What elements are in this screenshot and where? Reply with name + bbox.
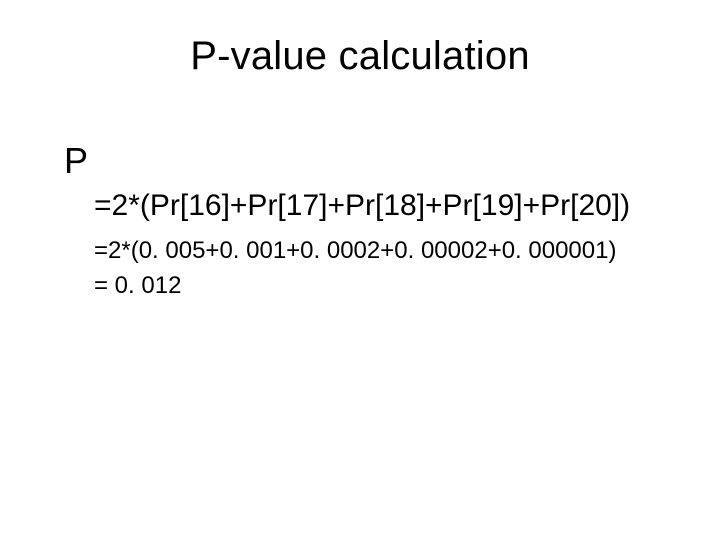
slide: P-value calculation P =2*(Pr[16]+Pr[17]+…: [0, 0, 720, 540]
symbolic-expression: =2*(Pr[16]+Pr[17]+Pr[18]+Pr[19]+Pr[20]): [94, 187, 680, 225]
result-value: = 0. 012: [94, 270, 680, 301]
variable-label: P: [64, 140, 680, 181]
numeric-expression: =2*(0. 005+0. 001+0. 0002+0. 00002+0. 00…: [94, 235, 680, 266]
slide-content: P =2*(Pr[16]+Pr[17]+Pr[18]+Pr[19]+Pr[20]…: [64, 140, 680, 301]
slide-title: P-value calculation: [0, 34, 720, 79]
